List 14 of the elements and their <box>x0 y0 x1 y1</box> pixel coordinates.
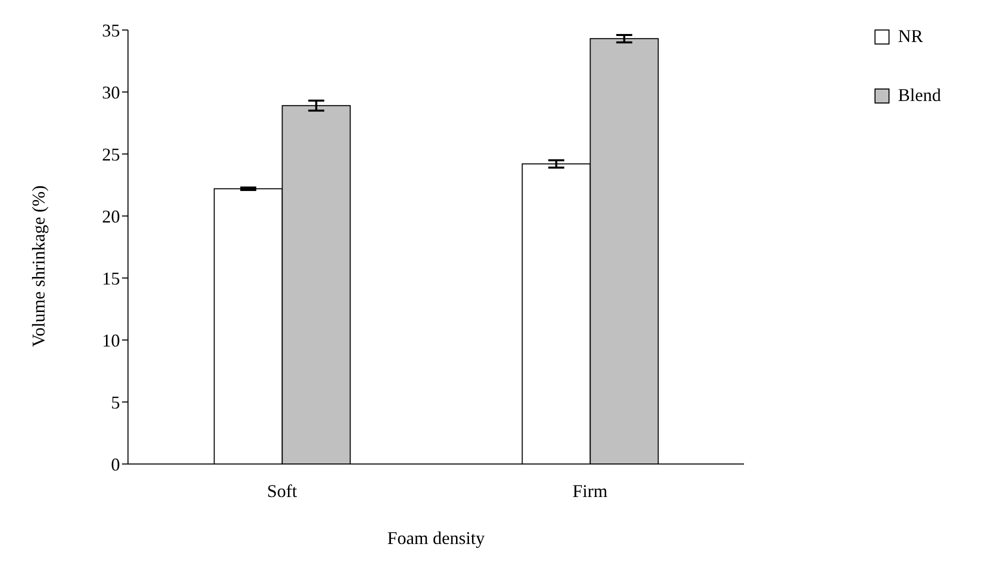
y-tick-label: 15 <box>102 268 120 288</box>
y-tick-label: 20 <box>102 206 120 226</box>
y-tick-label: 35 <box>102 20 120 40</box>
y-tick-label: 30 <box>102 82 120 102</box>
y-tick-label: 10 <box>102 330 120 350</box>
y-tick-label: 25 <box>102 144 120 164</box>
y-tick-label: 0 <box>111 454 120 474</box>
x-axis-title: Foam density <box>387 528 485 548</box>
legend-label: NR <box>898 26 924 47</box>
x-tick-label: Firm <box>572 480 608 501</box>
y-tick-label: 5 <box>111 392 120 412</box>
legend-label: Blend <box>898 85 941 106</box>
y-axis-title: Volume shrinkage (%) <box>28 185 48 347</box>
x-tick-label: Soft <box>266 480 298 501</box>
